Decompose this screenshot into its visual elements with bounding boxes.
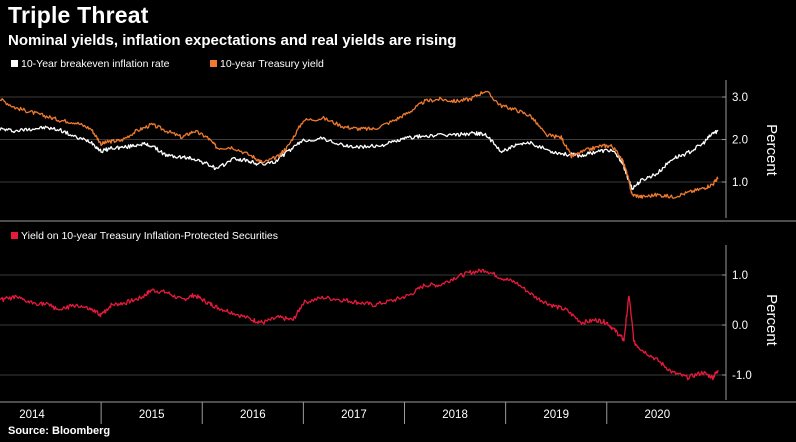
- x-year-label: 2016: [240, 409, 266, 421]
- source-note: Source: Bloomberg: [8, 425, 111, 437]
- top-tick-label: 1.0: [732, 177, 748, 189]
- top-tick-label: 3.0: [732, 92, 748, 104]
- bottom-tick-label: 0.0: [732, 320, 748, 332]
- top-gridlines: [0, 96, 726, 183]
- x-year-label: 2020: [645, 409, 671, 421]
- top-series-line-breakeven: [0, 125, 719, 191]
- bottom-legend-label-tips: Yield on 10-year Treasury Inflation-Prot…: [21, 230, 278, 242]
- chart-title: Triple Threat: [8, 2, 149, 28]
- x-year-label: 2018: [442, 409, 468, 421]
- bottom-tick-label: -1.0: [732, 370, 752, 382]
- bottom-series-group: [0, 268, 719, 381]
- x-year-label: 2017: [341, 409, 367, 421]
- bottom-tick-label: 1.0: [732, 270, 748, 282]
- top-y-axis-title: Percent: [763, 124, 780, 177]
- top-legend-swatch-breakeven: [11, 60, 18, 67]
- bottom-legend-swatch-tips: [11, 232, 18, 239]
- chart-subtitle: Nominal yields, inflation expectations a…: [8, 32, 457, 49]
- bottom-panel: Yield on 10-year Treasury Inflation-Prot…: [0, 230, 780, 400]
- top-legend-swatch-treasury: [210, 60, 217, 67]
- top-legend-label-breakeven: 10-Year breakeven inflation rate: [21, 58, 170, 70]
- top-y-ticks: 1.0 2.0 3.0: [722, 92, 748, 189]
- bottom-gridlines: [0, 274, 726, 376]
- bottom-y-axis-title: Percent: [763, 294, 780, 347]
- x-year-label: 2015: [139, 409, 165, 421]
- top-panel: 10-Year breakeven inflation rate 10-year…: [0, 58, 780, 218]
- bottom-series-line-tips: [0, 268, 719, 381]
- x-year-labels: 2014 2015 2016 2017 2018 2019 2020: [19, 402, 670, 424]
- bottom-y-ticks: -1.0 0.0 1.0: [722, 270, 752, 382]
- x-year-label: 2014: [19, 409, 45, 421]
- x-year-label: 2019: [543, 409, 569, 421]
- top-series-group: [0, 90, 719, 199]
- x-axis: 2014 2015 2016 2017 2018 2019 2020: [0, 401, 796, 424]
- top-tick-label: 2.0: [732, 135, 748, 147]
- top-series-line-treasury: [0, 90, 719, 199]
- top-legend-label-treasury: 10-year Treasury yield: [220, 58, 324, 70]
